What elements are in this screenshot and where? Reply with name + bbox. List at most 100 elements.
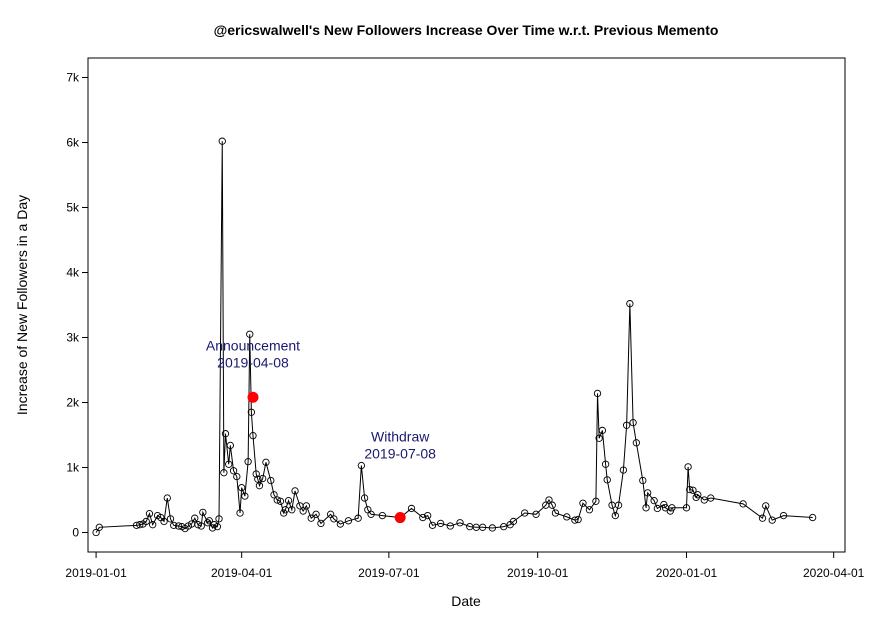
data-point [221, 430, 230, 438]
data-point [246, 330, 254, 338]
data-point [204, 519, 212, 527]
data-point [302, 502, 311, 510]
data-point [707, 494, 715, 502]
data-point [255, 482, 264, 490]
x-tick-label: 2019-07-01 [358, 566, 420, 580]
highlight-point [394, 512, 406, 524]
data-point [249, 431, 257, 440]
plot-frame [87, 57, 846, 553]
data-point [312, 510, 320, 518]
data-point [653, 504, 662, 513]
series-line-group [95, 141, 813, 533]
data-point [378, 511, 387, 520]
data-point [247, 408, 256, 416]
data-point [149, 521, 157, 529]
data-point [684, 463, 692, 471]
data-point [456, 519, 464, 527]
data-point [160, 517, 168, 526]
data-point [407, 504, 416, 513]
data-point [238, 483, 246, 492]
y-tick-label: 3k [66, 331, 80, 345]
data-point [551, 509, 560, 517]
data-point [225, 460, 233, 468]
data-point [142, 517, 150, 526]
data-point [229, 467, 238, 475]
data-point [571, 516, 579, 524]
data-point [357, 461, 366, 470]
x-tick-label: 2019-04-01 [211, 566, 273, 580]
data-point [307, 514, 315, 522]
data-point [267, 476, 275, 485]
data-point [170, 521, 178, 529]
data-point [194, 521, 202, 529]
data-point [650, 496, 658, 505]
y-tick-label: 6k [66, 136, 80, 150]
data-point [642, 504, 650, 512]
data-point [218, 137, 226, 145]
data-point [215, 515, 223, 523]
data-point [603, 476, 611, 484]
data-point [700, 496, 708, 504]
data-point [694, 491, 702, 499]
data-point [166, 515, 175, 523]
data-point [611, 511, 619, 520]
data-point [241, 492, 249, 500]
data-point [419, 513, 427, 522]
data-point [595, 434, 603, 442]
data-point [205, 517, 213, 525]
x-tick-label: 2020-04-01 [803, 566, 865, 580]
y-tick-label: 4k [66, 266, 80, 280]
chart-title: @ericswalwell's New Followers Increase O… [214, 22, 719, 38]
data-point [629, 418, 637, 427]
data-point [488, 524, 497, 532]
data-point [668, 504, 676, 512]
series-points-group [92, 137, 817, 537]
data-point [262, 458, 270, 466]
y-tick-label: 5k [66, 201, 80, 215]
data-point [632, 439, 640, 447]
data-point [136, 521, 144, 529]
data-point [254, 475, 262, 483]
data-point [191, 514, 199, 522]
data-point [548, 501, 556, 509]
data-point [95, 523, 103, 531]
data-point [220, 469, 228, 477]
data-point [563, 513, 571, 521]
data-point [299, 507, 307, 515]
data-point [236, 509, 244, 517]
data-point [446, 522, 454, 530]
y-axis: 0 1k 2k 3k 4k 5k 6k 7k [66, 71, 88, 540]
data-point [288, 506, 296, 514]
y-axis-label: Increase of New Followers in a Day [14, 195, 30, 415]
data-point [509, 517, 518, 526]
y-tick-label: 0 [72, 526, 79, 540]
x-axis: 2019-01-01 2019-04-01 2019-07-01 2019-10-01… [65, 552, 865, 580]
data-point [545, 496, 553, 504]
data-point [758, 514, 767, 522]
data-point [174, 522, 183, 530]
data-point [199, 508, 207, 516]
data-point [233, 472, 241, 481]
data-point [252, 470, 260, 478]
data-point [739, 500, 747, 508]
data-point [317, 519, 325, 528]
data-point [330, 515, 338, 523]
data-point [579, 499, 587, 507]
data-point [532, 510, 540, 518]
data-point [92, 528, 100, 537]
data-point [574, 515, 582, 524]
y-tick-label: 2k [66, 396, 80, 410]
data-point [686, 485, 694, 494]
data-point [424, 511, 432, 520]
data-point [644, 489, 652, 497]
data-point [360, 494, 369, 502]
data-point [622, 421, 631, 429]
data-point [779, 511, 788, 520]
data-point [598, 426, 607, 435]
data-point [259, 474, 267, 483]
x-tick-label: 2019-01-01 [65, 566, 127, 580]
highlight-markers [247, 391, 406, 524]
data-point [639, 476, 647, 485]
